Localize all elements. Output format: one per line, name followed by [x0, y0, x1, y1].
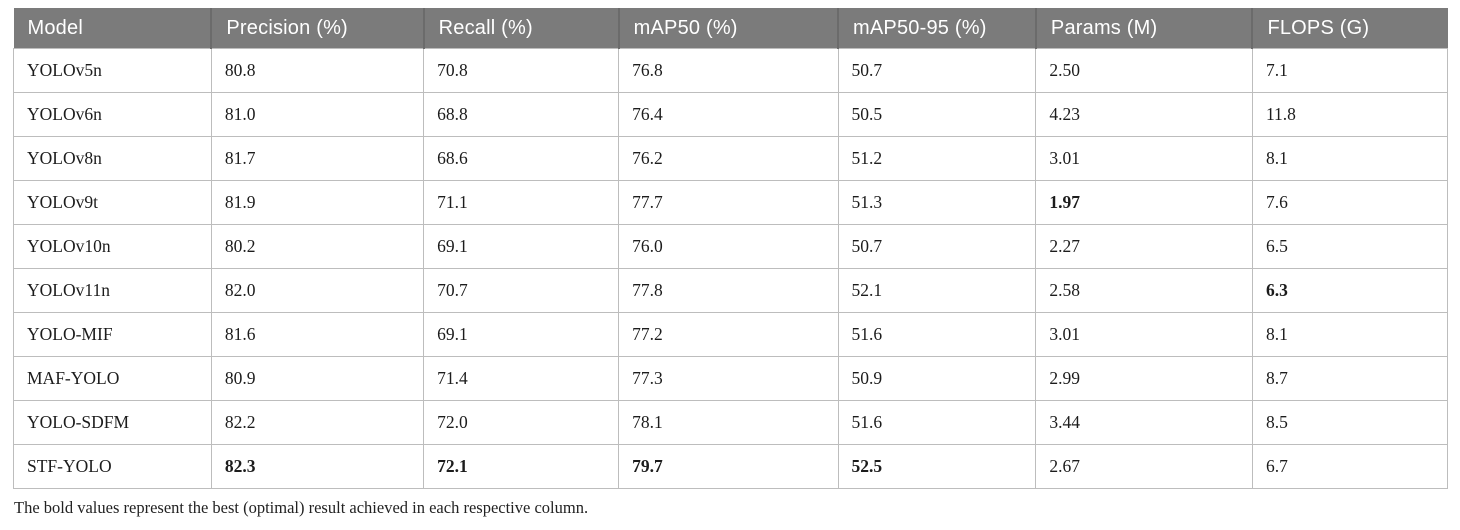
value-cell: 2.67: [1035, 444, 1253, 489]
table-row: YOLO-MIF 81.6 69.1 77.2 51.6 3.01 8.1: [13, 312, 1449, 357]
column-header-0: Model: [13, 8, 212, 49]
value-cell: 2.27: [1035, 224, 1253, 269]
column-header-3: mAP50 (%): [617, 8, 839, 49]
value-cell: 81.0: [210, 92, 425, 137]
value-cell: 7.6: [1251, 180, 1449, 225]
value-cell: 77.7: [618, 180, 839, 225]
value-cell: 52.5: [837, 444, 1037, 489]
value-cell: 72.0: [423, 400, 620, 445]
value-cell: 70.8: [423, 48, 620, 93]
value-cell: 76.8: [618, 48, 839, 93]
results-table: Model Precision (%) Recall (%) mAP50 (%) mAP…: [13, 8, 1449, 489]
model-name-cell: MAF-YOLO: [13, 356, 212, 401]
model-name-cell: YOLO-SDFM: [13, 400, 212, 445]
header-row: Model Precision (%) Recall (%) mAP50 (%) mAP…: [13, 8, 1448, 49]
value-cell: 71.1: [423, 180, 620, 225]
value-cell: 77.3: [618, 356, 839, 401]
value-cell: 51.6: [837, 312, 1037, 357]
value-cell: 8.5: [1251, 400, 1449, 445]
value-cell: 82.0: [210, 268, 425, 313]
column-header-5: Params (M): [1034, 8, 1253, 49]
value-cell: 2.50: [1035, 48, 1253, 93]
model-name-cell: YOLOv10n: [13, 224, 212, 269]
value-cell: 8.7: [1251, 356, 1449, 401]
value-cell: 72.1: [423, 444, 620, 489]
model-name-cell: STF-YOLO: [13, 444, 212, 489]
table-row: YOLOv10n 80.2 69.1 76.0 50.7 2.27 6.5: [13, 224, 1449, 269]
model-name-cell: YOLOv9t: [13, 180, 212, 225]
column-header-2: Recall (%): [422, 8, 619, 49]
table-row: YOLOv6n 81.0 68.8 76.4 50.5 4.23 11.8: [13, 92, 1449, 137]
value-cell: 2.58: [1035, 268, 1253, 313]
value-cell: 81.9: [210, 180, 425, 225]
value-cell: 76.2: [618, 136, 839, 181]
value-cell: 50.9: [837, 356, 1037, 401]
table-row: YOLOv11n 82.0 70.7 77.8 52.1 2.58 6.3: [13, 268, 1449, 313]
value-cell: 80.9: [210, 356, 425, 401]
value-cell: 3.01: [1035, 136, 1253, 181]
value-cell: 71.4: [423, 356, 620, 401]
column-header-1: Precision (%): [210, 8, 424, 49]
model-name-cell: YOLO-MIF: [13, 312, 212, 357]
table-row: STF-YOLO 82.3 72.1 79.7 52.5 2.67 6.7: [13, 444, 1449, 489]
value-cell: 6.3: [1251, 268, 1449, 313]
value-cell: 50.5: [837, 92, 1037, 137]
value-cell: 6.5: [1251, 224, 1449, 269]
value-cell: 8.1: [1251, 136, 1449, 181]
value-cell: 68.8: [423, 92, 620, 137]
table-row: YOLO-SDFM 82.2 72.0 78.1 51.6 3.44 8.5: [13, 400, 1449, 445]
value-cell: 4.23: [1035, 92, 1253, 137]
table-header: Model Precision (%) Recall (%) mAP50 (%) mAP…: [13, 8, 1448, 49]
value-cell: 80.8: [210, 48, 425, 93]
value-cell: 11.8: [1251, 92, 1449, 137]
model-name-cell: YOLOv11n: [13, 268, 212, 313]
value-cell: 69.1: [423, 312, 620, 357]
model-name-cell: YOLOv8n: [13, 136, 212, 181]
value-cell: 6.7: [1251, 444, 1449, 489]
model-name-cell: YOLOv6n: [13, 92, 212, 137]
value-cell: 78.1: [618, 400, 839, 445]
value-cell: 3.44: [1035, 400, 1253, 445]
value-cell: 81.7: [210, 136, 425, 181]
model-name-cell: YOLOv5n: [13, 48, 212, 93]
table-row: MAF-YOLO 80.9 71.4 77.3 50.9 2.99 8.7: [13, 356, 1449, 401]
table-footnote: The bold values represent the best (opti…: [14, 498, 589, 517]
value-cell: 80.2: [210, 224, 425, 269]
value-cell: 8.1: [1251, 312, 1449, 357]
value-cell: 52.1: [837, 268, 1037, 313]
value-cell: 7.1: [1251, 48, 1449, 93]
value-cell: 82.2: [210, 400, 425, 445]
table-row: YOLOv9t 81.9 71.1 77.7 51.3 1.97 7.6: [13, 180, 1449, 225]
value-cell: 76.4: [618, 92, 839, 137]
value-cell: 50.7: [837, 48, 1037, 93]
table-row: YOLOv8n 81.7 68.6 76.2 51.2 3.01 8.1: [13, 136, 1449, 181]
value-cell: 51.6: [837, 400, 1037, 445]
value-cell: 51.2: [837, 136, 1037, 181]
value-cell: 69.1: [423, 224, 620, 269]
value-cell: 79.7: [618, 444, 839, 489]
value-cell: 82.3: [210, 444, 425, 489]
value-cell: 68.6: [423, 136, 620, 181]
column-header-4: mAP50-95 (%): [837, 8, 1036, 49]
value-cell: 1.97: [1035, 180, 1253, 225]
value-cell: 2.99: [1035, 356, 1253, 401]
value-cell: 51.3: [837, 180, 1037, 225]
value-cell: 76.0: [618, 224, 839, 269]
column-header-6: FLOPS (G): [1251, 8, 1448, 49]
table-row: YOLOv5n 80.8 70.8 76.8 50.7 2.50 7.1: [13, 48, 1449, 93]
value-cell: 81.6: [210, 312, 425, 357]
value-cell: 77.2: [618, 312, 839, 357]
value-cell: 77.8: [618, 268, 839, 313]
value-cell: 50.7: [837, 224, 1037, 269]
page: Model Precision (%) Recall (%) mAP50 (%) mAP…: [13, 8, 1449, 517]
table-body: YOLOv5n 80.8 70.8 76.8 50.7 2.50 7.1 YOLOv6n 81.…: [13, 48, 1449, 489]
value-cell: 70.7: [423, 268, 620, 313]
value-cell: 3.01: [1035, 312, 1253, 357]
